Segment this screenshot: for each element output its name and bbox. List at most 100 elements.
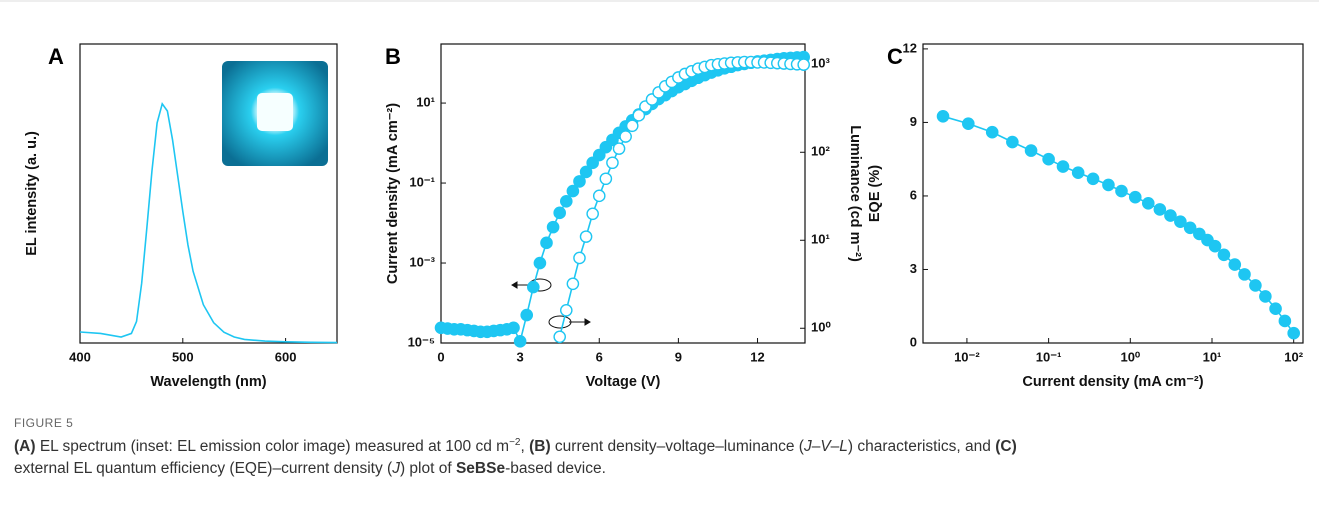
caption-part: – [811,438,821,455]
caption-part: J [392,460,400,477]
caption-part: −2 [509,436,521,448]
x-axis-title: Wavelength (nm) [150,374,266,390]
data-point [1141,197,1155,210]
y-tick-label: 0 [910,334,917,349]
data-point [1174,215,1187,228]
y2-axis-title: Luminance (cd m⁻²) [847,125,863,262]
caption-part: SeBSe [455,460,506,477]
data-point [1153,203,1167,216]
data-point [1042,152,1055,166]
y-tick-label: 12 [903,40,917,55]
data-point [619,130,632,143]
data-point [559,304,573,317]
x-tick-label: 10⁰ [1120,349,1140,364]
data-point [520,308,534,322]
data-point [1128,190,1142,204]
data-point [1164,209,1177,222]
x-tick-label: 600 [275,349,297,364]
plot-frame [440,43,806,344]
data-point [1278,314,1292,328]
caption-part: (B) [529,438,551,455]
data-point [1269,302,1282,315]
data-point [579,165,593,179]
data-point [559,194,573,208]
y-axis-title: EL intensity (a. u.) [24,131,40,256]
data-point [573,251,586,265]
caption-part: J [803,438,812,455]
caption-part: (C) [995,438,1017,455]
data-point [1208,239,1222,253]
x-tick-label: 12 [750,349,764,364]
data-point [1024,144,1038,157]
x-tick-label: 9 [675,349,682,364]
x-tick-label: 0 [437,349,444,364]
caption-part: , [520,438,530,455]
caption-part: ) plot of [399,460,456,477]
panel-label: B [385,44,401,69]
x-tick-label: 10² [1284,349,1303,364]
data-point [533,256,547,270]
caption-part: EL spectrum (inset: EL emission color im… [35,438,510,455]
data-point [1287,326,1300,340]
data-point [507,321,520,335]
series-line [440,56,804,344]
y-tick-label: 10⁻¹ [409,174,435,189]
data-point [586,207,599,221]
x-tick-label: 6 [596,349,603,364]
data-point [985,125,999,139]
y-tick-label: 10⁻³ [409,254,435,269]
caption-part: – [830,438,840,455]
caption-part: V [820,438,831,455]
y-axis-title: Current density (mA cm⁻²) [385,103,401,284]
panel-label: A [48,44,64,69]
y-tick-label: 10¹ [416,95,435,110]
data-point [1102,178,1115,192]
caption: FIGURE 5 (A) EL spectrum (inset: EL emis… [14,416,1304,480]
caption-text: (A) EL spectrum (inset: EL emission colo… [14,436,1304,480]
data-point [513,335,527,348]
data-point [527,280,540,294]
data-point [1259,290,1272,303]
series-line [79,101,338,344]
caption-part: external EL quantum efficiency (EQE)–cur… [14,460,393,477]
data-point [566,277,580,291]
data-point [632,109,646,122]
data-point [553,206,566,220]
y-axis-title: EQE (%) [867,165,883,222]
data-point [579,230,593,243]
y-tick-label: 3 [910,261,917,276]
y-tick-label: 6 [910,187,917,202]
y2-tick-label: 10² [811,144,830,159]
data-point [592,148,606,162]
axis-indicator [548,315,572,329]
data-point [1086,172,1100,186]
x-tick-label: 10¹ [1203,349,1222,364]
caption-part: (A) [14,438,36,455]
data-point [1115,184,1128,198]
data-point [592,189,606,203]
data-point [612,142,626,155]
x-tick-label: 10⁻¹ [1036,349,1062,364]
y-tick-label: 10⁻⁵ [408,334,435,349]
data-point [625,119,639,133]
data-point [1228,258,1242,271]
data-point [797,58,810,71]
data-point [546,220,560,234]
caption-part: ) characteristics, and [847,438,996,455]
plot-frame [79,43,338,344]
x-tick-label: 10⁻² [954,349,980,364]
series-line [942,115,1295,334]
inset-emission [257,93,293,131]
data-point [1006,135,1019,149]
plot-frame [922,43,1304,344]
data-point [573,175,586,188]
x-axis-title: Voltage (V) [586,374,661,390]
data-point [1249,279,1262,292]
data-point [540,236,553,250]
data-point [553,330,566,344]
data-point [566,184,580,198]
caption-part: -based device. [505,460,606,477]
caption-part: current density–voltage–luminance ( [550,438,804,455]
